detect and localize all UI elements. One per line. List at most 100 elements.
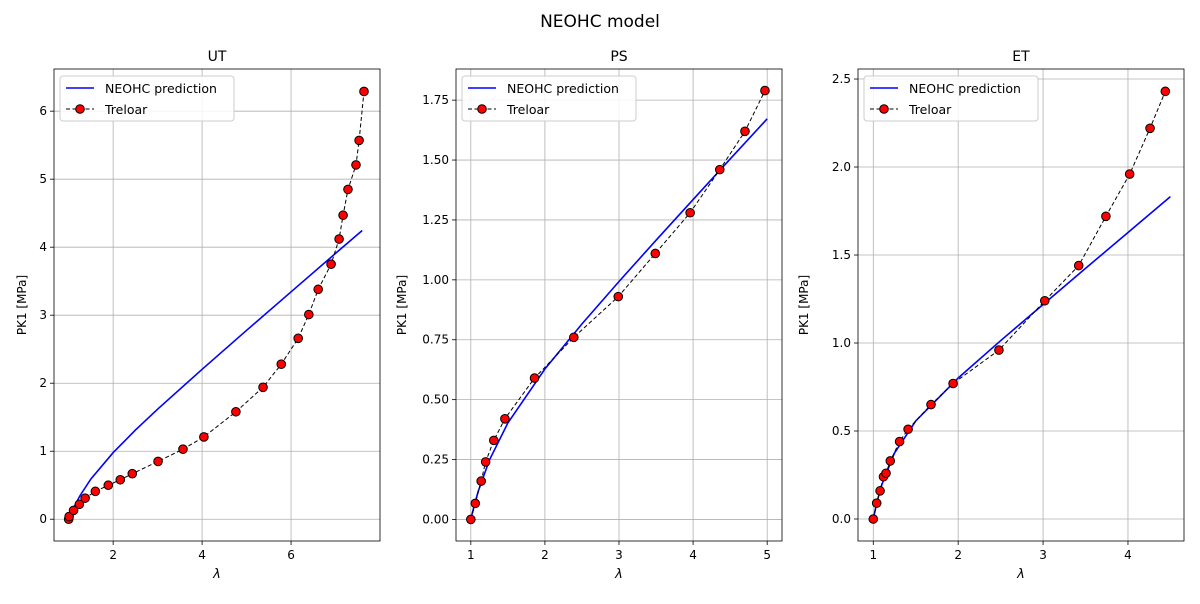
treloar-data-point [926, 399, 936, 410]
treloar-data-point [276, 359, 287, 369]
treloar-data-point [115, 474, 126, 485]
treloar-data-point [613, 291, 624, 302]
legend-box [461, 75, 637, 122]
x-tick-label: 2 [954, 548, 962, 562]
axes-frame [455, 68, 783, 542]
y-tick-label: 0.00 [422, 512, 449, 526]
y-tick-label: 0.25 [422, 453, 449, 467]
x-tick-label: 1 [869, 548, 877, 562]
treloar-data-point [103, 480, 114, 491]
treloar-data-point [199, 432, 209, 442]
treloar-data-point [760, 85, 770, 96]
y-tick-label: 0.0 [832, 512, 851, 526]
x-tick-label: 3 [1039, 548, 1047, 562]
treloar-data-point [178, 444, 188, 454]
y-tick-label: 0.50 [422, 393, 449, 407]
treloar-data-point [885, 456, 896, 466]
y-tick-label: 1.25 [422, 213, 449, 227]
treloar-data-point [293, 333, 303, 344]
treloar-dashed-line [470, 90, 766, 520]
y-tick-label: 1.00 [422, 273, 449, 287]
y-tick-label: 4 [39, 240, 47, 254]
x-tick-label: 4 [1124, 548, 1132, 562]
y-tick-label: 1.75 [422, 93, 449, 107]
treloar-data-point [871, 498, 882, 508]
treloar-data-point [480, 457, 491, 467]
treloar-data-point [470, 498, 481, 509]
legend-box [863, 75, 1039, 122]
y-tick-label: 1.5 [832, 248, 851, 262]
treloar-data-point [1124, 169, 1135, 179]
model-prediction-line [872, 195, 1171, 520]
treloar-data-point [714, 164, 725, 175]
x-tick-label: 4 [689, 548, 697, 562]
treloar-data-point [740, 126, 750, 137]
x-axis-label: λ [1016, 567, 1025, 582]
y-tick-label: 6 [39, 104, 47, 118]
x-tick-label: 5 [763, 548, 771, 562]
legend-label-treloar: Treloar [104, 102, 148, 117]
x-tick-label: 4 [198, 548, 206, 562]
legend-treloar-marker [477, 104, 487, 114]
y-tick-label: 5 [39, 172, 47, 186]
treloar-data-point [153, 456, 163, 467]
x-tick-label: 2 [109, 548, 117, 562]
legend-label-model: NEOHC prediction [909, 81, 1021, 96]
legend-label-model: NEOHC prediction [507, 81, 619, 96]
legend: NEOHC prediction Treloar [59, 75, 235, 122]
y-tick-label: 0.5 [832, 424, 851, 438]
model-prediction-line [67, 229, 363, 520]
panel-title: ET [1012, 49, 1030, 65]
treloar-data-point [994, 345, 1004, 355]
treloar-data-point [1039, 295, 1050, 306]
treloar-data-point [343, 184, 353, 195]
treloar-data-point [338, 210, 348, 221]
treloar-data-point [881, 468, 891, 479]
treloar-data-point [529, 373, 540, 383]
legend-label-treloar: Treloar [908, 102, 952, 117]
treloar-data-point [1101, 211, 1111, 222]
x-tick-label: 1 [467, 548, 475, 562]
figure-title: NEOHC model [540, 12, 660, 32]
panel-ut: 2 4 6 0 1 2 3 4 5 6 UT λ PK1 [MPa] NEOHC prediction Tr… [15, 49, 381, 582]
y-tick-label: 1.50 [422, 153, 449, 167]
treloar-data-point [68, 505, 79, 516]
y-axis-label: PK1 [MPa] [395, 275, 409, 335]
legend-treloar-marker [75, 104, 85, 114]
x-tick-label: 3 [615, 548, 623, 562]
treloar-data-point [359, 86, 369, 97]
treloar-dashed-line [872, 91, 1166, 520]
treloar-data-point [569, 332, 579, 343]
y-tick-label: 2.5 [832, 72, 851, 86]
treloar-data-point [868, 514, 879, 524]
axes-frame [53, 68, 381, 542]
treloar-data-point [1145, 123, 1155, 134]
y-tick-label: 1 [39, 444, 47, 458]
treloar-data-point [488, 435, 499, 446]
panel-et: 1 2 3 4 0.0 0.5 1.0 1.5 2.0 2.5 ET λ PK1 [MPa] NEOHC … [797, 49, 1185, 582]
treloar-data-point [258, 382, 268, 393]
x-tick-label: 6 [287, 548, 295, 562]
y-axis-label: PK1 [MPa] [797, 275, 811, 335]
treloar-data-point [894, 436, 905, 447]
legend: NEOHC prediction Treloar [461, 75, 637, 122]
treloar-data-point [74, 499, 85, 510]
x-axis-label: λ [614, 567, 623, 582]
treloar-data-point [1073, 260, 1084, 271]
treloar-data-point [354, 135, 364, 146]
y-tick-label: 3 [39, 308, 47, 322]
treloar-data-point [685, 207, 695, 218]
treloar-data-point [90, 486, 101, 497]
y-tick-label: 0 [39, 512, 47, 526]
y-tick-label: 0.75 [422, 333, 449, 347]
legend: NEOHC prediction Treloar [863, 75, 1039, 122]
x-axis-label: λ [212, 567, 221, 582]
y-tick-label: 2 [39, 376, 47, 390]
legend-label-model: NEOHC prediction [105, 81, 217, 96]
treloar-data-point [80, 493, 90, 503]
panel-title: UT [208, 49, 227, 65]
treloar-data-point [304, 309, 314, 320]
treloar-data-point [875, 486, 885, 496]
y-axis-label: PK1 [MPa] [15, 275, 29, 335]
